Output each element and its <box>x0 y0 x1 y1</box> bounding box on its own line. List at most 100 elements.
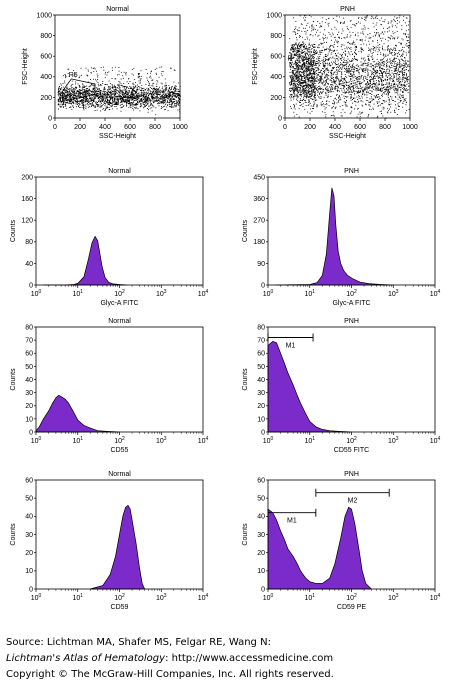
scatter-point <box>126 98 128 100</box>
scatter-point <box>289 96 290 98</box>
scatter-point <box>303 47 305 48</box>
scatter-point <box>99 104 101 106</box>
scatter-point <box>365 78 367 79</box>
scatter-point <box>89 94 91 96</box>
scatter-point <box>372 16 374 18</box>
scatter-point <box>323 103 324 105</box>
scatter-point <box>326 103 328 104</box>
scatter-point <box>147 92 148 94</box>
scatter-point <box>403 33 405 35</box>
scatter-point <box>338 56 340 58</box>
scatter-point <box>377 63 379 64</box>
scatter-point <box>131 104 133 106</box>
scatter-point <box>387 90 389 92</box>
scatter-point <box>291 47 293 48</box>
scatter-point <box>167 92 169 94</box>
scatter-point <box>371 97 373 99</box>
scatter-point <box>374 83 376 85</box>
scatter-point <box>173 96 175 98</box>
scatter-point <box>396 73 398 75</box>
scatter-point <box>373 78 375 79</box>
scatter-point <box>126 100 128 102</box>
scatter-point <box>307 59 309 61</box>
scatter-point <box>346 105 348 107</box>
scatter-point <box>172 93 174 94</box>
scatter-point <box>362 50 364 51</box>
scatter-point <box>107 92 108 94</box>
scatter-point <box>377 70 379 72</box>
scatter-point <box>72 84 74 85</box>
scatter-point <box>327 64 329 66</box>
scatter-point <box>361 57 363 59</box>
scatter-point <box>79 96 81 98</box>
scatter-point <box>73 94 75 95</box>
scatter-point <box>364 75 366 77</box>
scatter-point <box>395 67 397 69</box>
scatter-point <box>118 101 119 102</box>
scatter-point <box>296 67 298 68</box>
scatter-point <box>345 80 346 82</box>
scatter-point <box>375 46 377 48</box>
scatter-point <box>316 67 318 68</box>
scatter-point <box>101 105 103 107</box>
scatter-point <box>111 105 113 107</box>
scatter-point <box>333 68 334 70</box>
scatter-point <box>290 59 291 61</box>
scatter-point <box>162 101 164 103</box>
scatter-point <box>301 58 303 60</box>
scatter-point <box>99 88 100 90</box>
scatter-point <box>78 86 80 88</box>
scatter-point <box>120 100 122 102</box>
scatter-point <box>148 81 149 83</box>
scatter-point <box>299 48 300 50</box>
scatter-point <box>62 86 64 88</box>
scatter-point <box>128 90 130 92</box>
scatter-point <box>295 103 297 105</box>
scatter-point <box>390 75 392 77</box>
scatter-point <box>78 94 79 96</box>
scatter-point <box>358 77 360 79</box>
scatter-point <box>290 64 292 65</box>
scatter-point <box>300 91 302 93</box>
scatter-point <box>77 104 78 105</box>
scatter-point <box>62 92 64 93</box>
scatter-point <box>303 88 305 90</box>
scatter-point <box>152 93 154 95</box>
scatter-point <box>110 97 111 98</box>
scatter-point <box>373 81 375 83</box>
scatter-point <box>393 100 394 101</box>
scatter-point <box>331 81 333 83</box>
scatter-point <box>408 79 410 81</box>
scatter-point <box>304 90 306 92</box>
scatter-point <box>363 62 365 64</box>
scatter-point <box>116 103 118 104</box>
scatter-point <box>292 50 294 52</box>
scatter-point <box>173 101 175 103</box>
scatter-point <box>337 87 339 89</box>
scatter-point <box>368 114 370 115</box>
scatter-point <box>90 98 92 100</box>
scatter-point <box>135 97 137 99</box>
scatter-point <box>362 71 364 73</box>
scatter-point <box>299 87 301 89</box>
scatter-point <box>74 96 76 98</box>
scatter-point <box>392 78 394 80</box>
scatter-point <box>69 103 71 104</box>
scatter-point <box>61 106 63 108</box>
scatter-point <box>368 47 370 49</box>
scatter-point <box>125 105 127 107</box>
scatter-point <box>79 100 81 102</box>
scatter-point <box>111 85 113 87</box>
scatter-point <box>158 97 159 99</box>
scatter-point <box>168 98 170 100</box>
scatter-point <box>77 100 78 102</box>
scatter-point <box>390 22 392 24</box>
scatter-point <box>125 94 127 95</box>
scatter-point <box>303 95 305 97</box>
scatter-point <box>89 97 90 99</box>
scatter-point <box>118 91 120 92</box>
scatter-point <box>377 76 379 78</box>
scatter-point <box>394 20 396 22</box>
scatter-point <box>115 78 117 80</box>
scatter-point <box>134 97 136 99</box>
